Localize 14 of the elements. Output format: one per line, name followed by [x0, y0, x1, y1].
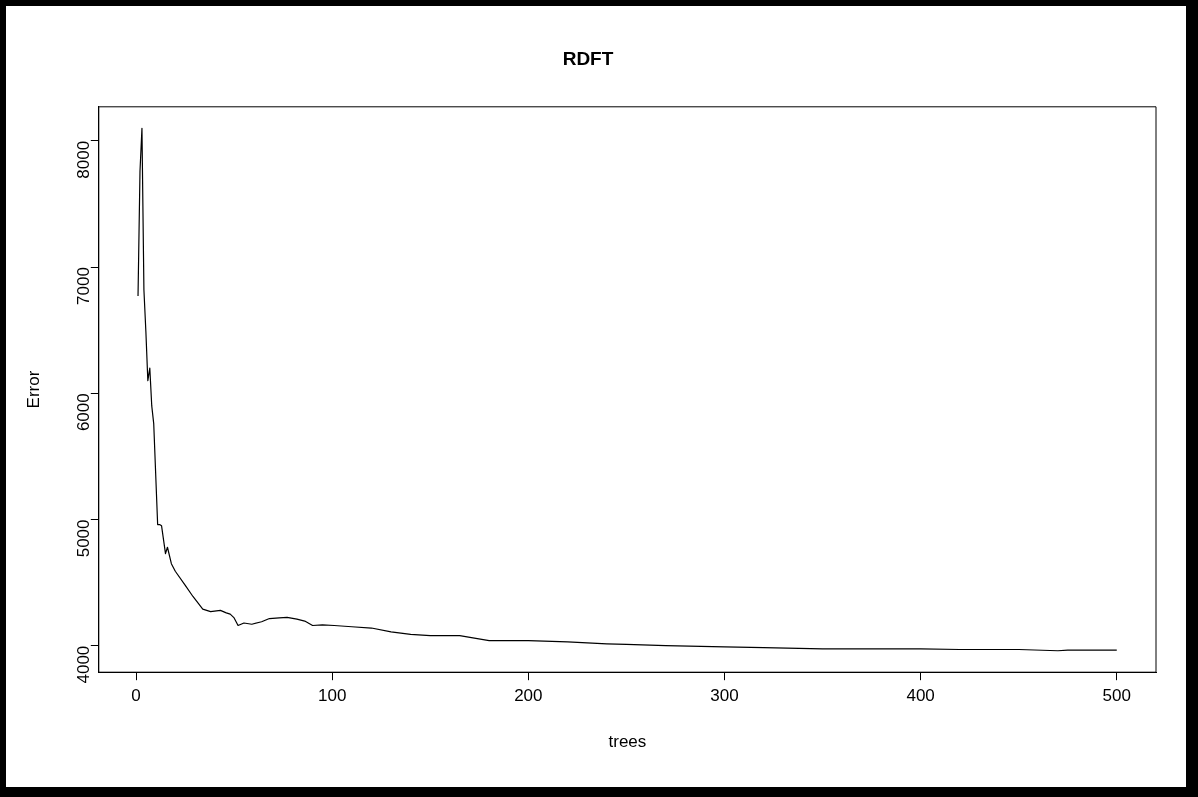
y-tick-label: 5000 — [74, 519, 94, 558]
x-axis-title: trees — [608, 732, 647, 752]
x-tick-label: 300 — [710, 686, 739, 706]
x-tick-label: 0 — [131, 686, 141, 706]
y-tick-label: 6000 — [74, 393, 94, 432]
y-tick-label: 4000 — [74, 645, 94, 684]
x-tick-label: 500 — [1102, 686, 1131, 706]
y-tick-label: 7000 — [74, 267, 94, 305]
y-axis-title: Error — [23, 370, 43, 409]
x-tick-label: 100 — [318, 686, 347, 706]
x-tick-label: 400 — [906, 686, 935, 706]
x-tick-label: 200 — [514, 686, 543, 706]
chart-title: RDFT — [562, 47, 614, 69]
y-tick-label: 8000 — [74, 140, 94, 179]
